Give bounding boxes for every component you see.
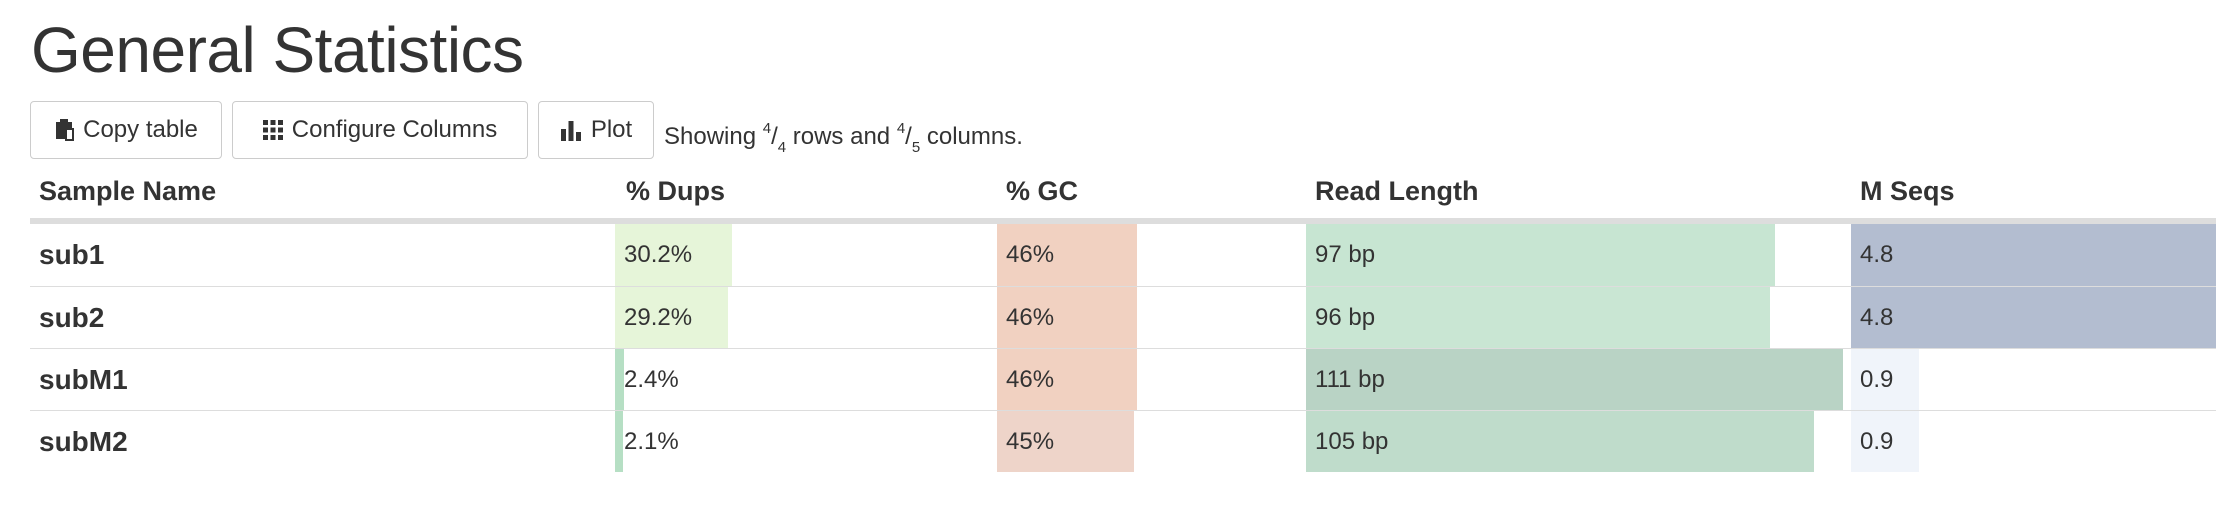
gc-bar <box>997 411 1134 472</box>
rows-shown: 4 <box>762 120 772 137</box>
gc-value: 45% <box>1006 427 1055 455</box>
gc-value: 46% <box>1006 241 1055 268</box>
seqs-cell: 0.9 <box>1851 349 2216 410</box>
clipboard-icon <box>56 119 75 141</box>
plot-label: Plot <box>590 116 633 143</box>
grid-icon <box>262 120 283 140</box>
page-title: General Statistics <box>31 14 524 86</box>
showing-summary: Showing 4/4 rows and 4/5 columns. <box>664 120 1023 156</box>
len-cell: 111 bp <box>1306 349 1843 410</box>
column-header-dups[interactable]: % Dups <box>626 176 726 206</box>
seqs-value: 4.8 <box>1860 241 1894 268</box>
general-stats-table: Sample Name % Dups % GC Read Length M Se… <box>30 160 2216 472</box>
seqs-bar <box>1851 224 2216 286</box>
plot-button[interactable]: Plot <box>538 101 654 159</box>
showing-suffix: columns. <box>920 123 1023 150</box>
bar-chart-icon <box>560 121 581 141</box>
len-cell: 97 bp <box>1306 224 1843 286</box>
dups-value: 2.1% <box>624 427 679 455</box>
dups-cell: 2.4% <box>615 349 1003 410</box>
report-section: General Statistics Copy table Configure … <box>30 0 2216 512</box>
len-bar <box>1306 411 1814 472</box>
dups-value: 30.2% <box>624 241 693 268</box>
len-bar <box>1306 287 1771 348</box>
showing-prefix: Showing <box>664 123 763 150</box>
gc-cell: 46% <box>997 349 1301 410</box>
gc-cell: 46% <box>997 224 1301 286</box>
gc-bar <box>997 287 1137 348</box>
gc-bar <box>997 224 1137 286</box>
seqs-cell: 0.9 <box>1851 411 2216 472</box>
dups-value: 29.2% <box>624 303 693 331</box>
table-row: subM2 2.1% 45% 105 bp 0.9 <box>30 410 2216 472</box>
configure-columns-button[interactable]: Configure Columns <box>232 101 528 159</box>
cols-shown: 4 <box>896 120 906 137</box>
len-value: 105 bp <box>1315 427 1389 455</box>
column-header-gc[interactable]: % GC <box>1006 176 1079 206</box>
len-value: 96 bp <box>1315 303 1376 331</box>
table-row: sub1 30.2% 46% 97 bp 4.8 <box>30 224 2216 286</box>
column-header-sample-name[interactable]: Sample Name <box>39 176 217 206</box>
sample-name-cell: subM1 <box>39 363 128 395</box>
seqs-value: 0.9 <box>1860 427 1894 455</box>
column-header-m-seqs[interactable]: M Seqs <box>1860 176 1955 206</box>
gc-bar <box>997 349 1137 410</box>
dups-cell: 2.1% <box>615 411 1003 472</box>
dups-cell: 29.2% <box>615 287 1003 348</box>
configure-columns-label: Configure Columns <box>291 116 498 143</box>
seqs-bar <box>1851 287 2216 348</box>
gc-cell: 46% <box>997 287 1301 348</box>
len-bar <box>1306 224 1776 286</box>
len-value: 97 bp <box>1315 241 1376 268</box>
cols-total: 5 <box>911 138 921 156</box>
dups-bar <box>615 224 733 286</box>
dups-bar <box>615 287 729 348</box>
table-row: subM1 2.4% 46% 111 bp 0.9 <box>30 348 2216 410</box>
seqs-cell: 4.8 <box>1851 287 2216 348</box>
column-header-read-length[interactable]: Read Length <box>1315 176 1479 206</box>
len-bar <box>1306 349 1843 410</box>
sample-name-cell: sub1 <box>39 239 105 270</box>
table-body: sub1 30.2% 46% 97 bp 4.8 sub2 29.2% 46% 96 bp 4.8… <box>30 224 2216 472</box>
table-row: sub2 29.2% 46% 96 bp 4.8 <box>30 286 2216 348</box>
dups-cell: 30.2% <box>615 224 1003 286</box>
gc-value: 46% <box>1006 365 1055 393</box>
len-value: 111 bp <box>1315 365 1385 393</box>
len-cell: 96 bp <box>1306 287 1843 348</box>
dups-bar <box>615 411 624 472</box>
seqs-bar <box>1851 411 1920 472</box>
dups-bar <box>615 349 625 410</box>
gc-value: 46% <box>1006 303 1055 331</box>
sample-name-cell: sub2 <box>39 301 105 333</box>
copy-table-label: Copy table <box>83 116 198 143</box>
seqs-value: 0.9 <box>1860 365 1894 393</box>
showing-mid: rows and <box>786 123 897 150</box>
seqs-bar <box>1851 349 1920 410</box>
sample-name-cell: subM2 <box>39 425 128 457</box>
copy-table-button[interactable]: Copy table <box>30 101 222 159</box>
len-cell: 105 bp <box>1306 411 1843 472</box>
dups-value: 2.4% <box>624 365 679 393</box>
seqs-value: 4.8 <box>1860 303 1894 331</box>
rows-total: 4 <box>777 138 787 156</box>
table-toolbar: Copy table Configure Columns Plot Showin… <box>30 101 2216 161</box>
seqs-cell: 4.8 <box>1851 224 2216 286</box>
table-header: Sample Name % Dups % GC Read Length M Se… <box>30 160 2216 224</box>
gc-cell: 45% <box>997 411 1301 472</box>
